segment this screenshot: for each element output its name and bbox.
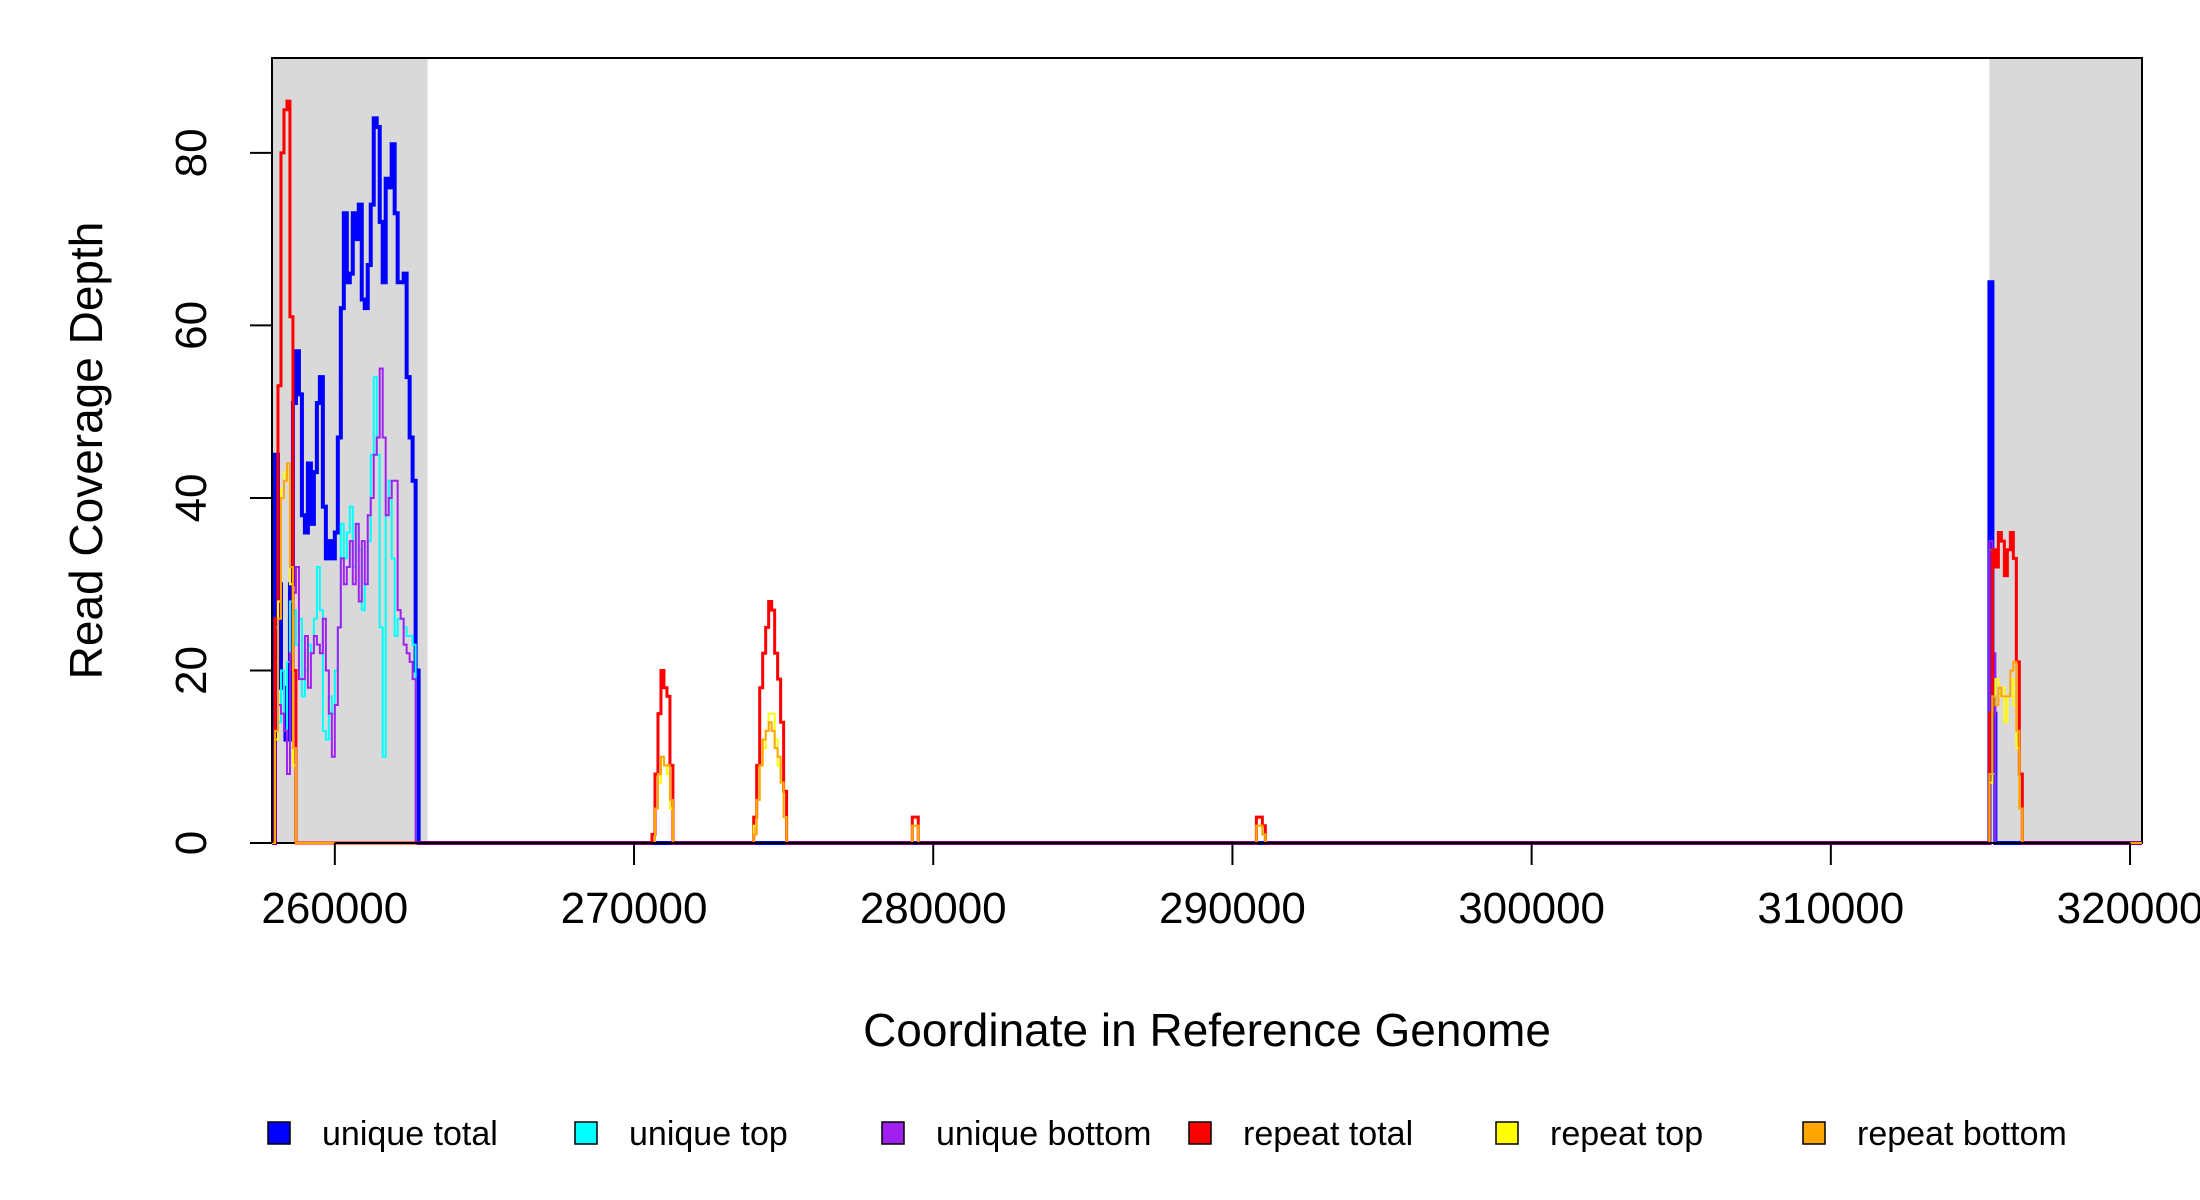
legend-label-unique-bottom: unique bottom <box>936 1115 1152 1153</box>
plot-frame <box>271 57 2143 844</box>
legend-swatch-unique-bottom <box>881 1121 905 1145</box>
shaded-region-1 <box>1989 58 2142 843</box>
x-axis: 260000 270000 280000 290000 300000 310000 3200… <box>261 842 2200 933</box>
x-tick-label-4: 300000 <box>1458 884 1605 933</box>
y-axis: 0 20 40 60 80 <box>167 128 273 855</box>
y-tick-label-3: 60 <box>167 301 216 350</box>
series-line-unique-top <box>272 376 2142 844</box>
legend-swatch-repeat-total <box>1188 1121 1212 1145</box>
legend-label-repeat-total: repeat total <box>1243 1115 1413 1153</box>
y-tick-label-1: 20 <box>167 646 216 695</box>
legend-label-unique-top: unique top <box>629 1115 788 1153</box>
legend-label-repeat-top: repeat top <box>1550 1115 1703 1153</box>
x-tick-label-1: 270000 <box>561 884 708 933</box>
series-line-unique-total <box>272 116 2142 845</box>
shaded-region-0 <box>272 58 428 843</box>
series-lines <box>272 99 2142 845</box>
legend-swatch-repeat-bottom <box>1802 1121 1826 1145</box>
y-tick-label-2: 40 <box>167 473 216 522</box>
legend-swatch-repeat-top <box>1495 1121 1519 1145</box>
series-line-repeat-total <box>272 99 2142 845</box>
series-line-repeat-top <box>272 471 2142 844</box>
series-line-repeat-bottom <box>272 462 2142 844</box>
legend-label-unique-total: unique total <box>322 1115 498 1153</box>
legend-label-repeat-bottom: repeat bottom <box>1857 1115 2067 1153</box>
x-tick-label-0: 260000 <box>261 884 408 933</box>
x-axis-title: Coordinate in Reference Genome <box>863 1004 1551 1056</box>
legend-swatch-unique-total <box>267 1121 291 1145</box>
y-tick-label-0: 0 <box>167 831 216 855</box>
series-line-unique-bottom <box>272 367 2142 844</box>
legend: unique total unique top unique bottom repea… <box>267 1115 2067 1153</box>
y-tick-label-4: 80 <box>167 128 216 177</box>
legend-swatch-unique-top <box>574 1121 598 1145</box>
y-axis-title: Read Coverage Depth <box>60 222 112 680</box>
x-tick-label-2: 280000 <box>860 884 1007 933</box>
x-tick-label-5: 310000 <box>1757 884 1904 933</box>
x-tick-label-3: 290000 <box>1159 884 1306 933</box>
shaded-regions <box>272 58 2142 843</box>
x-tick-label-6: 320000 <box>2057 884 2200 933</box>
